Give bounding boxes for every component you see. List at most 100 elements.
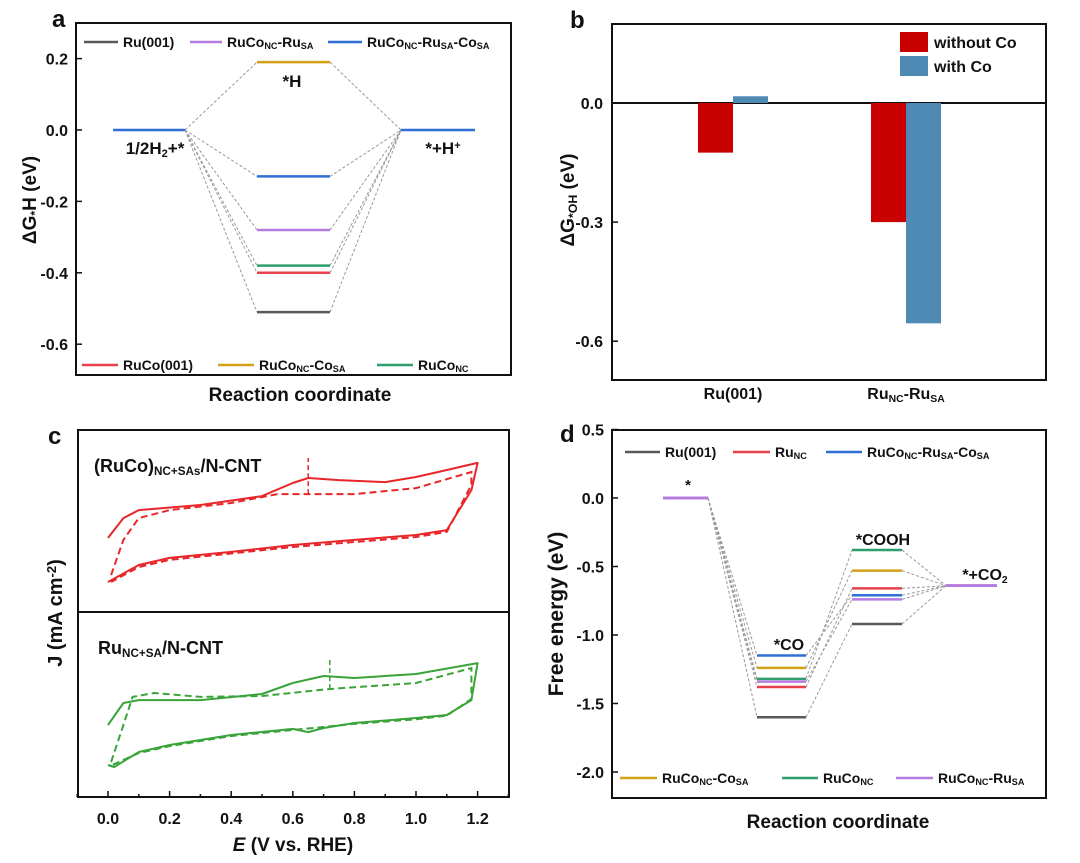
legend-label-ruconc-cosa: RuCoNC-CoSA: [259, 357, 346, 374]
x-tick-label: 0.0: [97, 811, 119, 828]
legend-label-ruconc-rusa: RuCoNC-RuSA: [227, 34, 314, 51]
connector-line: [707, 497, 758, 669]
state-label: *H: [283, 72, 302, 91]
legend-label-ruconc-rusa: RuCoNC-RuSA: [938, 770, 1025, 787]
legend-label-ru001: Ru(001): [123, 34, 174, 50]
x-tick-label: 0.4: [220, 811, 242, 828]
y-tick-label: 0.5: [582, 423, 604, 440]
connector-line: [329, 129, 402, 313]
connector-line: [184, 129, 258, 231]
connector-line: [329, 129, 402, 266]
y-tick-label: -0.4: [40, 266, 68, 283]
bar-with-co-runc-rusa: [906, 103, 941, 324]
connector-line: [805, 570, 853, 669]
y-tick-label: -0.6: [40, 337, 68, 354]
connector-line: [184, 61, 258, 131]
cv-curve-dashed-ru: [110, 666, 473, 767]
y-axis-label: Free energy (eV): [545, 532, 568, 697]
y-tick-label: 0.0: [581, 96, 603, 113]
legend-label-without-co: without Co: [933, 35, 1017, 52]
connector-line: [184, 129, 258, 266]
y-axis-label: ΔG*H (eV): [20, 156, 42, 244]
panel-c-cyclic-voltammograms: c 0.0 0.2 0.4 0.6 0.8 1.0 1.2 E (V vs. RHE) J (mA…: [44, 423, 510, 856]
legend-swatch-without-co: [900, 32, 928, 52]
state-label: *+CO2: [962, 567, 1008, 586]
state-label: *CO: [774, 637, 804, 654]
subplot-label-ru: RuNC+SA/N-CNT: [98, 638, 223, 660]
x-tick-label: 1.2: [466, 811, 488, 828]
panel-letter-a: a: [52, 6, 66, 33]
legend-label-ruconc-rusa-cosa: RuCoNC-RuSA-CoSA: [367, 34, 490, 51]
subplot-label-ruco: (RuCo)NC+SAs/N-CNT: [94, 456, 261, 478]
x-axis-label: E (V vs. RHE): [233, 835, 353, 856]
connector-line: [805, 588, 853, 688]
x-tick-label: 0.2: [158, 811, 180, 828]
connector-line: [805, 594, 853, 656]
y-tick-label: -1.5: [576, 697, 604, 714]
state-label: *: [685, 477, 691, 494]
connector-line: [805, 623, 853, 718]
x-category-label: Ru(001): [704, 386, 763, 403]
connector-line: [329, 129, 402, 274]
connector-line: [329, 129, 402, 231]
bar-without-co-ru001: [698, 103, 733, 153]
legend-label-ruconc: RuCoNC: [823, 770, 874, 787]
legend-label-ru001: Ru(001): [665, 444, 716, 460]
connector-line: [805, 549, 853, 680]
panel-d-free-energy-diagram: d 0.5 0.0 -0.5 -1.0 -1.5 -2.0 Free energy (eV) R…: [545, 421, 1047, 833]
connector-line: [805, 599, 853, 682]
y-tick-label: -0.6: [575, 334, 603, 351]
legend-label-ruconc-cosa: RuCoNC-CoSA: [662, 770, 749, 787]
connector-line: [707, 497, 758, 682]
legend-label-runc: RuNC: [775, 444, 807, 461]
y-tick-label: -2.0: [576, 765, 604, 782]
connector-line: [901, 585, 947, 589]
bar-without-co-runc-rusa: [871, 103, 906, 223]
connector-line: [184, 129, 258, 313]
connector-line: [901, 549, 947, 587]
y-tick-label: -1.0: [576, 628, 604, 645]
y-axis-label: ΔG*OH (eV): [558, 154, 580, 247]
panel-b-oh-adsorption-bar-chart: b 0.0 -0.3 -0.6 ΔG*OH (eV) Ru(001) RuNC-RuSA wi…: [558, 7, 1047, 405]
legend-label-with-co: with Co: [933, 59, 992, 76]
plot-frame: [611, 23, 1047, 381]
cv-curve-solid-ruco: [107, 461, 479, 583]
y-tick-label: -0.3: [575, 215, 603, 232]
connector-line: [901, 585, 947, 600]
connector-line: [184, 129, 258, 274]
x-tick-label: 1.0: [405, 811, 427, 828]
bar-with-co-ru001: [733, 96, 768, 103]
y-tick-label: -0.5: [576, 560, 604, 577]
x-tick-label: 0.8: [343, 811, 365, 828]
connector-line: [901, 585, 947, 625]
connector-line: [707, 497, 758, 656]
x-axis-label: Reaction coordinate: [209, 385, 392, 406]
plot-frame: [75, 22, 512, 376]
connector-line: [707, 497, 758, 679]
panel-letter-c: c: [48, 423, 61, 450]
connector-line: [901, 585, 947, 596]
x-category-label: RuNC-RuSA: [867, 386, 945, 405]
cv-curve-dashed-ruco: [110, 470, 473, 583]
legend-label-ruconc-rusa-cosa: RuCoNC-RuSA-CoSA: [867, 444, 990, 461]
connector-line: [184, 129, 258, 177]
legend-swatch-with-co: [900, 56, 928, 76]
panel-letter-d: d: [560, 421, 575, 448]
plot-frame: [77, 429, 510, 798]
y-tick-label: 0.0: [582, 491, 604, 508]
connector-line: [901, 570, 947, 587]
connector-line: [707, 497, 758, 718]
connector-line: [329, 129, 402, 177]
panel-a-hydrogen-adsorption-diagram: a 0.2 0.0 -0.2 -0.4 -0.6 ΔG*H (eV) Reaction coo…: [20, 6, 512, 406]
connector-line: [329, 61, 402, 131]
panel-letter-b: b: [570, 7, 585, 34]
x-axis-label: Reaction coordinate: [747, 812, 930, 833]
cv-curve-solid-ru: [107, 662, 479, 768]
state-label: 1/2H2+*: [126, 139, 185, 160]
x-tick-label: 0.6: [282, 811, 304, 828]
state-label: *COOH: [856, 532, 910, 549]
state-label: *+H+: [425, 139, 460, 158]
y-tick-label: 0.0: [46, 123, 68, 140]
legend-label-ruconc: RuCoNC: [418, 357, 469, 374]
